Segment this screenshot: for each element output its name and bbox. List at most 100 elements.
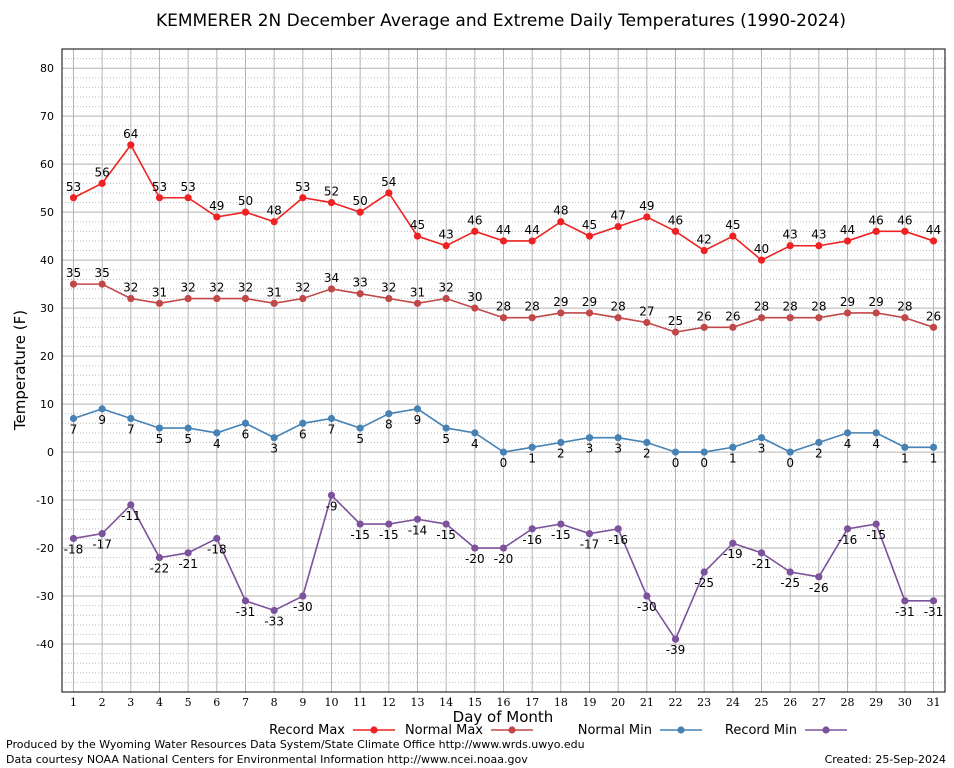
data-point — [585, 530, 594, 538]
data-point — [442, 294, 450, 303]
data-point — [127, 501, 135, 509]
data-label: 0 — [500, 456, 508, 470]
x-tick-label: 24 — [726, 696, 740, 709]
data-point — [184, 424, 192, 432]
data-label: 9 — [414, 413, 422, 427]
data-point — [614, 525, 622, 533]
data-label: 28 — [897, 300, 912, 314]
data-label: -39 — [666, 643, 686, 657]
data-point — [241, 208, 250, 216]
data-point — [413, 299, 422, 307]
data-label: 49 — [639, 199, 654, 213]
data-label: 1 — [729, 451, 737, 465]
data-label: 3 — [586, 442, 594, 456]
legend-label: Normal Max — [405, 723, 483, 738]
data-point — [901, 443, 909, 451]
data-point — [671, 635, 680, 643]
data-label: 32 — [381, 281, 396, 295]
data-label: 32 — [123, 281, 138, 295]
x-tick-label: 27 — [812, 696, 826, 709]
data-point — [786, 314, 794, 322]
data-point — [901, 314, 909, 322]
data-point — [614, 222, 622, 231]
y-tick-label: -20 — [36, 542, 54, 555]
data-label: 5 — [442, 432, 450, 446]
x-tick-label: 26 — [783, 696, 797, 709]
x-tick-label: 28 — [841, 696, 855, 709]
data-point — [872, 227, 880, 235]
data-point — [643, 592, 651, 600]
data-point — [528, 443, 536, 451]
data-point — [843, 429, 852, 437]
data-point — [356, 520, 364, 528]
data-point — [499, 314, 508, 322]
data-label: 8 — [385, 418, 393, 432]
data-point — [843, 525, 852, 533]
data-label: 26 — [697, 309, 712, 323]
data-label: -15 — [379, 528, 399, 542]
data-point — [69, 194, 78, 202]
y-tick-label: 50 — [40, 206, 54, 219]
data-point — [671, 448, 680, 456]
data-label: -9 — [326, 499, 338, 513]
data-point — [901, 597, 909, 605]
data-point — [155, 299, 164, 307]
data-label: 29 — [582, 295, 597, 309]
data-label: -25 — [694, 576, 714, 590]
data-label: 1 — [930, 451, 938, 465]
x-tick-label: 8 — [271, 696, 278, 709]
data-label: -18 — [64, 542, 84, 556]
data-label: -20 — [494, 552, 514, 566]
legend-swatch-marker — [822, 726, 830, 734]
x-tick-label: 1 — [70, 696, 77, 709]
data-label: 32 — [295, 281, 310, 295]
data-point — [356, 290, 364, 298]
data-point — [786, 448, 794, 456]
data-point — [442, 424, 450, 432]
data-point — [729, 323, 737, 331]
x-axis-label: Day of Month — [453, 708, 554, 726]
data-label: 28 — [525, 300, 540, 314]
y-tick-label: 0 — [47, 446, 54, 459]
data-point — [729, 539, 737, 547]
y-axis-label: Temperature (F) — [11, 310, 29, 431]
data-label: 32 — [439, 281, 454, 295]
data-label: 3 — [614, 442, 622, 456]
data-label: -11 — [121, 509, 141, 523]
x-tick-label: 18 — [554, 696, 568, 709]
data-label: -31 — [924, 605, 944, 619]
data-label: 43 — [811, 228, 826, 242]
x-tick-label: 15 — [468, 696, 482, 709]
data-point — [471, 544, 479, 552]
data-point — [729, 443, 737, 451]
x-tick-label: 7 — [242, 696, 249, 709]
data-point — [270, 434, 278, 442]
data-label: 26 — [926, 309, 941, 323]
data-point — [98, 280, 106, 288]
x-tick-label: 23 — [697, 696, 711, 709]
data-label: 4 — [213, 437, 221, 451]
x-tick-label: 12 — [382, 696, 396, 709]
data-point — [442, 520, 450, 528]
data-label: 4 — [872, 437, 880, 451]
data-point — [499, 237, 508, 245]
data-point — [929, 597, 938, 605]
data-point — [786, 242, 794, 250]
data-label: 29 — [869, 295, 884, 309]
data-point — [241, 597, 250, 605]
data-point — [299, 592, 307, 600]
data-label: -15 — [551, 528, 571, 542]
data-label: 48 — [267, 204, 282, 218]
data-point — [356, 424, 364, 432]
x-tick-label: 5 — [185, 696, 192, 709]
data-point — [155, 554, 164, 562]
data-point — [700, 246, 708, 255]
data-point — [98, 179, 106, 187]
data-label: 29 — [553, 295, 568, 309]
data-point — [757, 314, 766, 322]
data-label: 35 — [66, 266, 81, 280]
legend-swatch-marker — [370, 726, 378, 734]
data-point — [614, 314, 622, 322]
data-point — [155, 194, 164, 202]
series-record-max: 53 56 64 53 53 49 50 48 53 52 50 54 45 43 46 44 44 48 45 47… — [66, 127, 941, 264]
